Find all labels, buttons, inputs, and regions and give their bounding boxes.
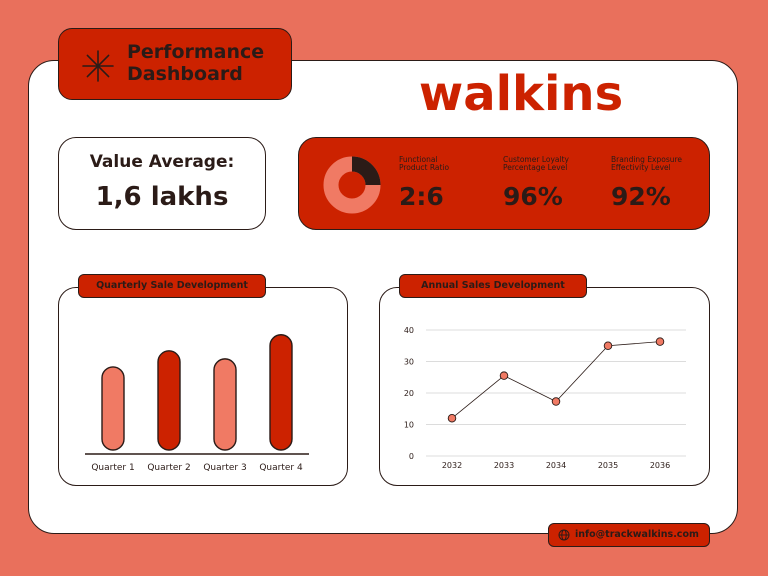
kpi-functional-ratio: Functional Product Ratio 2:6: [399, 156, 499, 212]
kpi-label-line1: Branding Exposure: [611, 155, 683, 164]
kpi-panel: Functional Product Ratio 2:6 Customer Lo…: [298, 137, 710, 230]
y-tick-label: 30: [404, 358, 414, 367]
bar-2: [157, 350, 181, 451]
x-tick-label: Quarter 4: [259, 463, 303, 473]
kpi-value: 2:6: [399, 182, 444, 211]
kpi-label-line1: Customer Loyalty: [503, 155, 569, 164]
data-point: [447, 413, 457, 423]
page-title-line1: Performance: [127, 41, 265, 63]
bar-1: [101, 366, 125, 451]
kpi-label-line2: Product Ratio: [399, 163, 450, 172]
brand-logo-text: walkins: [419, 70, 623, 122]
series-line: [451, 341, 661, 419]
footer-email[interactable]: info@trackwalkins.com: [575, 529, 699, 540]
x-tick-label: Quarter 2: [147, 463, 190, 473]
kpi-branding-exposure: Branding Exposure Effectivity Level 92%: [611, 156, 711, 212]
y-tick-label: 20: [404, 389, 414, 398]
data-point: [499, 371, 509, 380]
x-tick-label: 2032: [442, 461, 462, 470]
donut-chart: [323, 156, 381, 214]
y-tick-label: 0: [409, 452, 414, 461]
page-title-line2: Dashboard: [127, 63, 243, 85]
x-tick-label: 2036: [650, 461, 670, 470]
page-title: Performance Dashboard: [127, 41, 287, 85]
annual-chart-title: Annual Sales Development: [399, 274, 587, 298]
value-average-value: 1,6 lakhs: [95, 182, 229, 212]
y-tick-label: 10: [404, 421, 414, 430]
asterisk-icon: [82, 50, 114, 82]
kpi-label: Branding Exposure Effectivity Level: [611, 156, 711, 176]
quarterly-bar-chart: Quarter 1 Quarter 2 Quarter 3 Quarter 4: [85, 334, 309, 473]
data-point: [603, 341, 613, 351]
x-tick-label: Quarter 1: [91, 463, 134, 473]
annual-line-chart: 0 10 20 30 40 2032 2033 2034 2035 2036: [404, 326, 686, 470]
donut-accent-segment: [351, 156, 381, 186]
kpi-value: 92%: [611, 182, 671, 211]
value-average-label: Value Average:: [89, 152, 235, 172]
globe-icon: [558, 529, 570, 541]
bar-3: [213, 358, 237, 451]
brand-logo: walkins: [419, 70, 623, 122]
kpi-value: 96%: [503, 182, 563, 211]
footer-contact[interactable]: info@trackwalkins.com: [548, 523, 710, 547]
kpi-label-line1: Functional: [399, 155, 438, 164]
quarterly-chart-panel: Quarter 1 Quarter 2 Quarter 3 Quarter 4: [58, 287, 348, 486]
value-average-card: Value Average: 1,6 lakhs: [58, 137, 266, 230]
x-tick-label: 2033: [494, 461, 514, 470]
kpi-customer-loyalty: Customer Loyalty Percentage Level 96%: [503, 156, 603, 212]
kpi-label-line2: Effectivity Level: [611, 163, 671, 172]
bar-4: [269, 334, 293, 451]
data-point: [655, 337, 665, 346]
annual-chart-panel: 0 10 20 30 40 2032 2033 2034 2035 2036: [379, 287, 710, 486]
kpi-label: Functional Product Ratio: [399, 156, 499, 176]
x-tick-label: 2034: [546, 461, 566, 470]
kpi-label-line2: Percentage Level: [503, 163, 568, 172]
kpi-label: Customer Loyalty Percentage Level: [503, 156, 603, 176]
quarterly-chart-title: Quarterly Sale Development: [78, 274, 266, 298]
y-tick-label: 40: [404, 326, 414, 335]
x-tick-label: 2035: [598, 461, 618, 470]
x-tick-label: Quarter 3: [203, 463, 246, 473]
title-tag: Performance Dashboard: [58, 28, 292, 100]
data-point: [551, 397, 561, 406]
